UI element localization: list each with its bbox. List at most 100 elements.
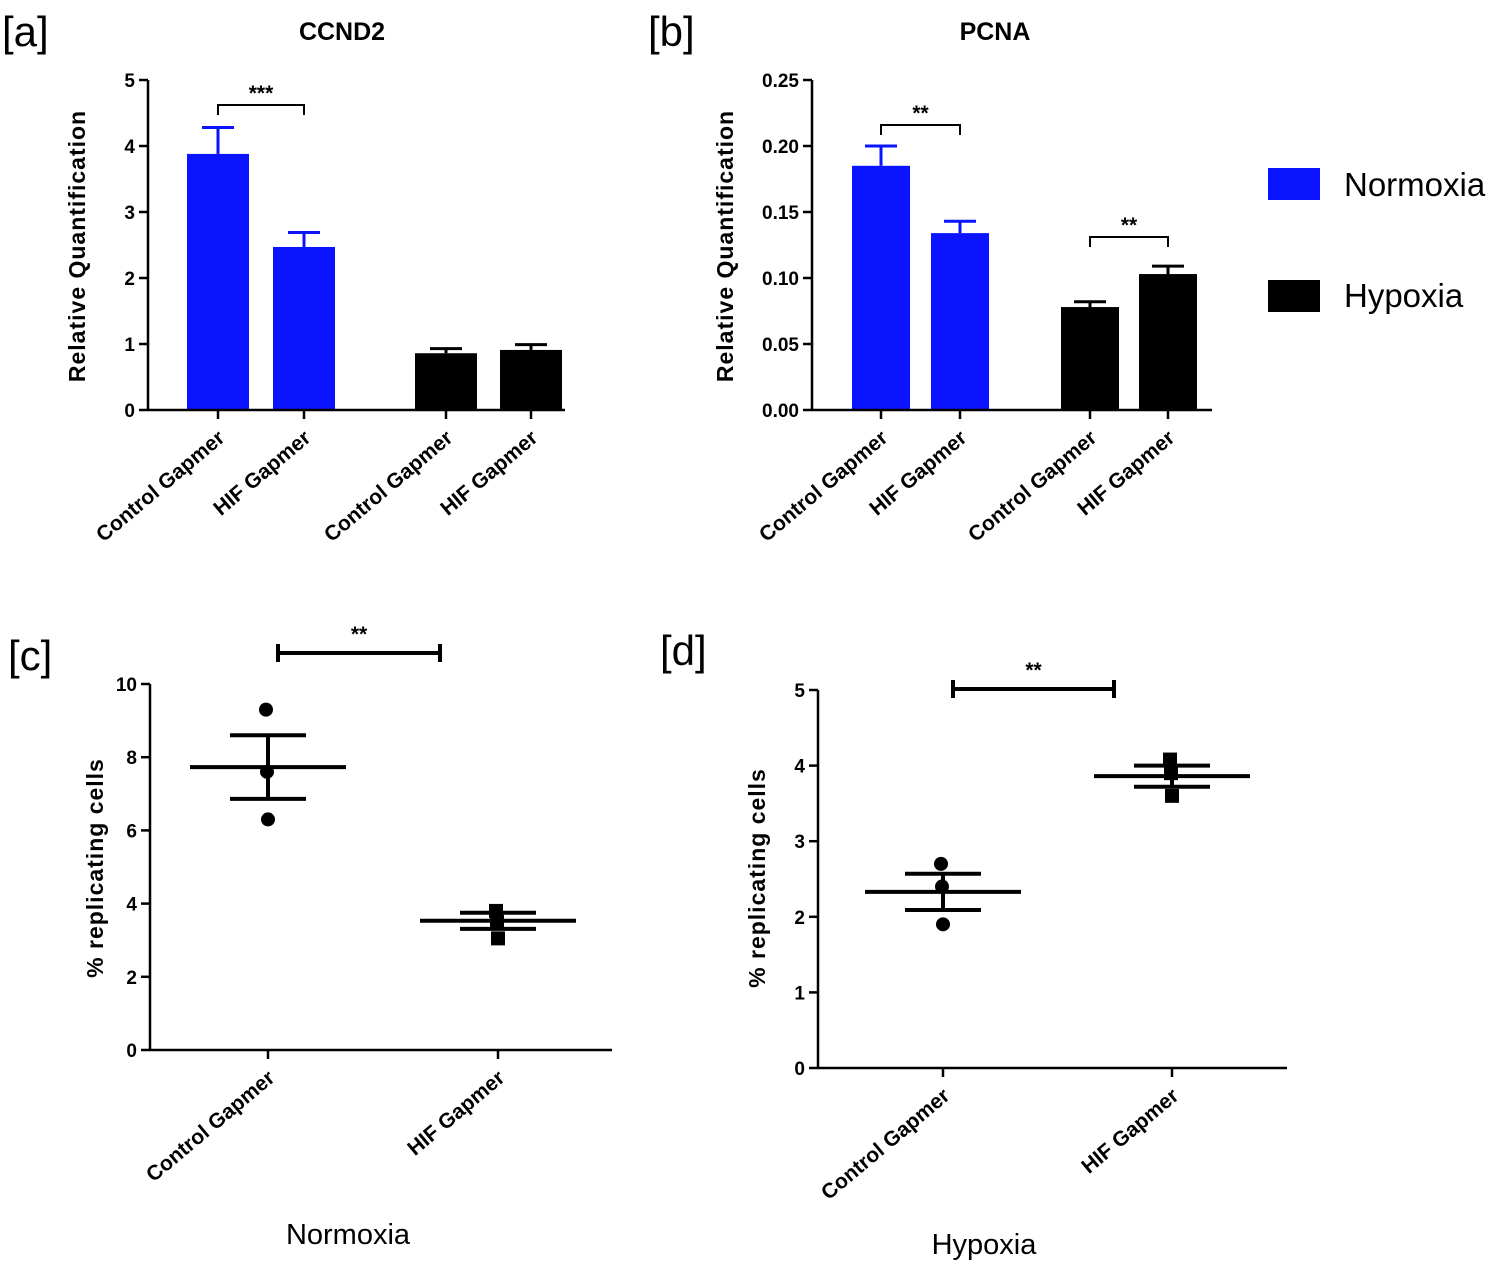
panel-d-mean-sem bbox=[865, 763, 1250, 912]
panel-b-significance-bracket bbox=[1089, 236, 1169, 247]
panel-c-y-axis-label: % replicating cells bbox=[82, 758, 108, 978]
panel-c-y-tick-label: 4 bbox=[126, 895, 137, 916]
panel-d-significance-label: ** bbox=[1025, 659, 1042, 682]
panel-b-significance-bracket bbox=[880, 124, 961, 135]
panel-d-data-point bbox=[1165, 788, 1179, 803]
panel-a-bars bbox=[187, 153, 562, 411]
panel-c-x-categories: Control Gapmer HIF Gapmer bbox=[142, 1050, 509, 1187]
panel-a-y-tick-label: 5 bbox=[124, 71, 135, 92]
panel-c-y-tick-label: 10 bbox=[116, 675, 137, 696]
panel-a-bar bbox=[500, 349, 562, 410]
panel-a-title: CCND2 bbox=[299, 18, 385, 46]
panel-d-significance: ** bbox=[951, 659, 1116, 698]
panel-d-data-point bbox=[936, 917, 950, 932]
legend-label-hypoxia: Hypoxia bbox=[1344, 277, 1464, 314]
panel-a-y-tick-label: 4 bbox=[124, 137, 135, 158]
panel-c-axes bbox=[148, 684, 612, 1052]
panel-c-mean-sem bbox=[190, 733, 576, 931]
legend-label-normoxia: Normoxia bbox=[1344, 166, 1486, 203]
panel-c-x-category-label: HIF Gapmer bbox=[403, 1066, 509, 1160]
panel-c-data-point bbox=[259, 702, 273, 717]
legend-swatch-normoxia bbox=[1268, 168, 1320, 200]
panel-c-x-axis-label: Normoxia bbox=[286, 1219, 411, 1251]
panel-c-label: [c] bbox=[8, 632, 52, 679]
panel-b-x-category-label: Control Gapmer bbox=[964, 426, 1101, 546]
panel-a-significance-bracket bbox=[217, 104, 305, 115]
panel-b-significance: ** ** bbox=[880, 102, 1169, 247]
panel-a-error-bars bbox=[202, 126, 547, 354]
panel-d-x-category-label: Control Gapmer bbox=[817, 1084, 954, 1204]
panel-c-y-tick-label: 2 bbox=[126, 968, 137, 989]
panel-d-y-tick-label: 1 bbox=[794, 983, 805, 1004]
panel-b-bar bbox=[1061, 307, 1119, 410]
panel-c-significance: ** bbox=[276, 623, 442, 662]
panel-a-y-tick-label: 1 bbox=[124, 335, 135, 356]
panel-a-label: [a] bbox=[2, 8, 49, 55]
panel-d-y-tick-label: 0 bbox=[794, 1059, 805, 1080]
panel-c-data-point bbox=[489, 903, 503, 918]
panel-c-data-point bbox=[491, 931, 505, 946]
panel-a-significance-label: *** bbox=[249, 82, 274, 105]
panel-d-x-axis-label: Hypoxia bbox=[932, 1229, 1038, 1261]
panel-d-data-point bbox=[1164, 766, 1178, 781]
panel-b-x-category-label: Control Gapmer bbox=[755, 426, 892, 546]
panel-b-bar bbox=[1139, 274, 1197, 410]
panel-a-significance: *** bbox=[217, 82, 305, 115]
panel-b-bars bbox=[852, 165, 1197, 410]
panel-b-y-tick-label: 0.05 bbox=[762, 335, 799, 356]
panel-b-bar bbox=[852, 165, 910, 410]
panel-c-points bbox=[259, 702, 505, 946]
panel-b-y-tick-label: 0.10 bbox=[762, 269, 799, 290]
panel-d-y-ticks: 0 1 2 3 4 5 bbox=[794, 681, 818, 1080]
panel-d-x-categories: Control Gapmer HIF Gapmer bbox=[817, 1068, 1183, 1205]
panel-d-x-category-label: HIF Gapmer bbox=[1077, 1084, 1183, 1178]
panel-a-y-tick-label: 3 bbox=[124, 203, 135, 224]
panel-a-bar bbox=[187, 153, 249, 411]
panel-a-bar bbox=[415, 353, 477, 410]
panel-c-y-tick-label: 6 bbox=[126, 821, 137, 842]
panel-b-bar bbox=[931, 233, 989, 410]
panel-b-y-tick-label: 0.25 bbox=[762, 71, 799, 92]
panel-c-scatter-chart: [c] % replicating cells Normoxia ** 0 2 4 6… bbox=[8, 623, 612, 1251]
panel-d-y-tick-label: 3 bbox=[794, 832, 805, 853]
panel-d-y-tick-label: 5 bbox=[794, 681, 805, 702]
panel-b-significance-label: ** bbox=[1121, 214, 1138, 237]
panel-d-axes bbox=[816, 690, 1287, 1070]
panel-c-data-point bbox=[490, 914, 504, 929]
panel-c-y-tick-label: 8 bbox=[126, 748, 137, 769]
panel-a-bar bbox=[273, 246, 335, 410]
panel-c-data-point bbox=[261, 812, 275, 827]
panel-d-data-point bbox=[935, 879, 949, 894]
panel-a-y-axis-label: Relative Quantification bbox=[64, 110, 90, 382]
panel-b-significance-label: ** bbox=[912, 102, 929, 125]
panel-b-y-ticks: 0.00 0.05 0.10 0.15 0.20 0.25 bbox=[762, 71, 812, 422]
panel-c-y-tick-label: 0 bbox=[126, 1041, 137, 1062]
panel-a-y-tick-label: 0 bbox=[124, 401, 135, 422]
legend: Normoxia Hypoxia bbox=[1268, 166, 1486, 314]
panel-c-x-category-label: Control Gapmer bbox=[142, 1066, 279, 1186]
panel-c-data-point bbox=[260, 764, 274, 779]
panel-b-error-bars bbox=[865, 144, 1184, 308]
panel-b-y-tick-label: 0.00 bbox=[762, 401, 799, 422]
panel-d-y-tick-label: 4 bbox=[794, 757, 805, 778]
panel-c-y-ticks: 0 2 4 6 8 10 bbox=[116, 675, 150, 1062]
panel-d-data-point bbox=[934, 856, 948, 871]
panel-a-y-ticks: 0 1 2 3 4 5 bbox=[124, 71, 148, 422]
panel-b-title: PCNA bbox=[960, 18, 1031, 46]
panel-b-pcna-bar-chart: [b] PCNA Relative Quantification ** ** 0.… bbox=[648, 8, 1212, 547]
panel-d-y-tick-label: 2 bbox=[794, 908, 805, 929]
panel-d-scatter-chart: [d] % replicating cells Hypoxia ** 0 1 2 3 4… bbox=[660, 627, 1287, 1261]
panel-a-ccnd2-bar-chart: [a] CCND2 Relative Quantification *** 0 1… bbox=[2, 8, 565, 547]
panel-b-y-tick-label: 0.15 bbox=[762, 203, 799, 224]
panel-c-significance-label: ** bbox=[351, 623, 368, 646]
panel-d-points bbox=[934, 752, 1179, 932]
panel-b-label: [b] bbox=[648, 8, 695, 55]
panel-b-axes bbox=[810, 80, 1212, 412]
panel-b-y-tick-label: 0.20 bbox=[762, 137, 799, 158]
panel-a-x-category-label: Control Gapmer bbox=[320, 426, 457, 546]
panel-d-label: [d] bbox=[660, 627, 707, 674]
legend-swatch-hypoxia bbox=[1268, 280, 1320, 312]
